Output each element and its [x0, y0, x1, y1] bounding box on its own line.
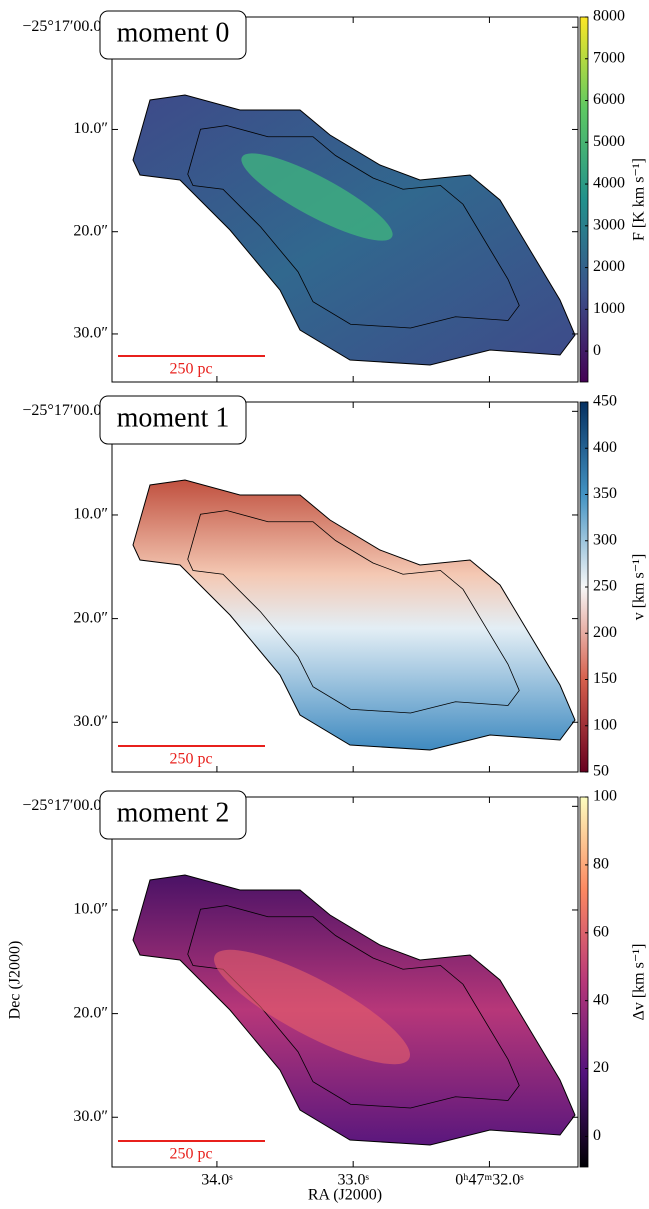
colorbar-tick-label: 20 [593, 1059, 609, 1076]
colorbar [579, 16, 589, 383]
emission-map [132, 479, 576, 751]
colorbar-label: F [K km s⁻¹] [631, 158, 648, 241]
panel-title: moment 0 [117, 17, 230, 48]
scale-bar-label: 250 pc [169, 361, 212, 378]
contour [187, 125, 520, 329]
colorbar-tick-label: 100 [593, 716, 617, 733]
y-tick-label: −25°17′00.0″ [22, 797, 108, 814]
colorbar-tick-label: 400 [593, 439, 617, 456]
colorbar-tick-label: 5000 [593, 133, 625, 150]
colorbar-tick-label: 2000 [593, 258, 625, 275]
colorbar-tick-label: 6000 [593, 91, 625, 108]
colorbar-tick-label: 40 [593, 991, 609, 1008]
x-axis-label: RA (J2000) [308, 1187, 382, 1204]
y-tick-label: 10.0″ [73, 120, 108, 137]
colorbar-label: Δv [km s⁻¹] [631, 944, 648, 1021]
y-tick-label: −25°17′00.0″ [22, 402, 108, 419]
y-tick-label: 10.0″ [73, 506, 108, 523]
y-tick-label: 20.0″ [73, 1004, 108, 1021]
y-tick-label: 30.0″ [73, 713, 108, 730]
scale-bar-label: 250 pc [169, 1146, 212, 1163]
colorbar-tick-label: 350 [593, 485, 617, 502]
title-box [99, 790, 247, 840]
contour [187, 905, 520, 1109]
colorbar-tick-label: 150 [593, 670, 617, 687]
colorbar [579, 796, 589, 1168]
colorbar-label: v [km s⁻¹] [631, 554, 648, 621]
colorbar-tick-label: 300 [593, 531, 617, 548]
ridge [213, 949, 411, 1065]
y-axis-label: Dec (J2000) [7, 941, 24, 1020]
colorbar-tick-label: 8000 [593, 8, 625, 25]
y-tick-label: 30.0″ [73, 1108, 108, 1125]
x-tick-label: 34.0ˢ [201, 1172, 233, 1189]
scale-bar-label: 250 pc [169, 751, 212, 768]
ridge [241, 153, 393, 241]
y-tick-label: 10.0″ [73, 901, 108, 918]
y-tick-label: −25°17′00.0″ [22, 18, 108, 35]
x-tick-label: 0ʰ47ᵐ32.0ˢ [455, 1172, 524, 1189]
panel-title: moment 2 [117, 797, 230, 828]
colorbar-tick-label: 0 [593, 342, 601, 359]
panel-title: moment 1 [117, 402, 230, 433]
colorbar-tick-label: 450 [593, 393, 617, 410]
y-tick-label: 30.0″ [73, 325, 108, 342]
axes-frame [111, 796, 579, 1168]
colorbar-tick-label: 80 [593, 856, 609, 873]
x-tick-label: 33.0ˢ [337, 1172, 369, 1189]
colorbar-tick-label: 3000 [593, 216, 625, 233]
colorbar-tick-label: 60 [593, 923, 609, 940]
axes-frame [111, 16, 579, 383]
y-tick-label: 20.0″ [73, 609, 108, 626]
contour [187, 510, 520, 714]
title-box [99, 395, 247, 445]
colorbar-tick-label: 4000 [593, 175, 625, 192]
colorbar-tick-label: 7000 [593, 49, 625, 66]
colorbar-tick-label: 250 [593, 578, 617, 595]
title-box [99, 10, 247, 60]
colorbar-tick-label: 0 [593, 1127, 601, 1144]
y-tick-label: 20.0″ [73, 222, 108, 239]
colorbar-tick-label: 100 [593, 788, 617, 805]
colorbar-tick-label: 1000 [593, 300, 625, 317]
colorbar-tick-label: 200 [593, 624, 617, 641]
colorbar-tick-label: 50 [593, 763, 609, 780]
axes-frame [111, 401, 579, 773]
